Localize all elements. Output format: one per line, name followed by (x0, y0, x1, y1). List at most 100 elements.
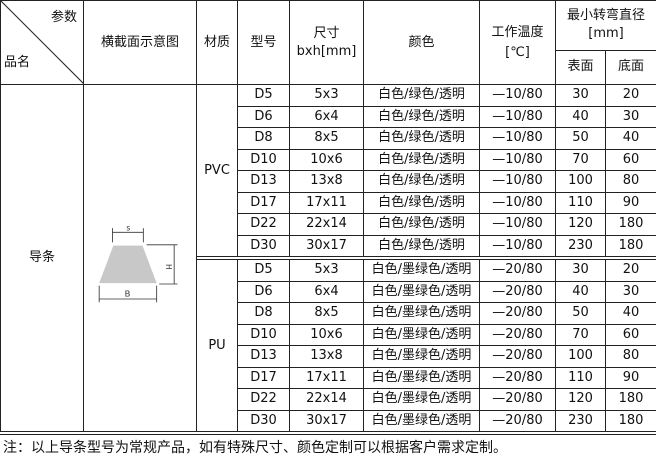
bend-surface-cell: 70 (555, 148, 606, 171)
model-header: 型号 (237, 0, 290, 85)
temp-cell: —10/80 (479, 191, 556, 214)
bend-surface-cell: 30 (555, 84, 606, 107)
bend-unit: [mm] (588, 26, 624, 42)
model-cell: D6 (237, 280, 290, 303)
model-cell: D5 (237, 259, 290, 282)
size-cell: 6x4 (289, 280, 364, 303)
bend-surface-cell: 100 (555, 170, 606, 193)
surface-header: 表面 (555, 49, 606, 86)
size-cell: 10x6 (289, 323, 364, 346)
color-cell: 白色/墨绿色/透明 (363, 259, 480, 282)
temp-cell: —20/80 (479, 259, 556, 282)
table-row: D10 10x6 白色/绿色/透明 —10/80 70 60 (1, 148, 656, 171)
size-cell: 17x11 (289, 191, 364, 214)
product-label: 品名 (4, 55, 31, 70)
cross-section-header: 横截面示意图 (83, 0, 197, 85)
size-cell: 8x5 (289, 302, 364, 325)
color-cell: 白色/绿色/透明 (363, 84, 480, 107)
size-label: 尺寸 (313, 25, 340, 41)
table-row: D17 17x11 白色/墨绿色/透明 —20/80 110 90 (1, 366, 656, 389)
bend-bottom-cell: 180 (604, 213, 656, 236)
model-cell: D22 (237, 388, 290, 411)
color-cell: 白色/绿色/透明 (363, 170, 480, 193)
bend-bottom-cell: 80 (604, 170, 656, 193)
size-cell: 13x8 (289, 345, 364, 368)
table-row: 导条 s H B PVC D5 5x3 白色/绿色/透明 —10/80 30 20 (0, 84, 656, 432)
bend-surface-cell: 230 (555, 234, 606, 257)
table-row: PU D5 5x3 白色/墨绿色/透明 —20/80 30 20 (1, 259, 656, 432)
bend-bottom-cell: 30 (604, 280, 656, 303)
bend-surface-cell: 30 (555, 259, 606, 282)
model-cell: D8 (237, 302, 290, 325)
model-cell: D6 (237, 105, 290, 128)
table-row: D6 6x4 白色/绿色/透明 —10/80 40 30 (1, 105, 656, 128)
temp-cell: —10/80 (479, 213, 556, 236)
bend-bottom-cell: 20 (604, 259, 656, 282)
bend-bottom-cell: 40 (604, 127, 656, 150)
bend-surface-cell: 40 (555, 280, 606, 303)
temp-cell: —20/80 (479, 345, 556, 368)
temp-unit: [℃] (505, 44, 530, 60)
bend-bottom-cell: 30 (604, 105, 656, 128)
color-cell: 白色/墨绿色/透明 (363, 345, 480, 368)
bend-surface-cell: 50 (555, 302, 606, 325)
model-cell: D30 (237, 234, 290, 257)
bend-label: 最小转弯直径 (567, 8, 646, 24)
size-cell: 22x14 (289, 388, 364, 411)
bend-surface-cell: 110 (555, 366, 606, 389)
size-cell: 8x5 (289, 127, 364, 150)
temp-cell: —20/80 (479, 323, 556, 346)
size-cell: 10x6 (289, 148, 364, 171)
material-cell: PVC (196, 84, 238, 257)
color-cell: 白色/墨绿色/透明 (363, 280, 480, 303)
table-row: D10 10x6 白色/墨绿色/透明 —20/80 70 60 (1, 323, 656, 346)
temp-cell: —20/80 (479, 366, 556, 389)
bend-bottom-cell: 180 (604, 388, 656, 411)
temp-cell: —10/80 (479, 105, 556, 128)
model-cell: D10 (237, 323, 290, 346)
size-cell: 17x11 (289, 366, 364, 389)
bend-bottom-cell: 60 (604, 323, 656, 346)
corner-header: 参数 品名 (0, 0, 84, 85)
temp-label: 工作温度 (491, 24, 544, 40)
model-cell: D5 (237, 84, 290, 107)
bend-header: 最小转弯直径 [mm] (554, 0, 656, 51)
bend-surface-cell: 120 (555, 388, 606, 411)
bend-surface-cell: 100 (555, 345, 606, 368)
bend-bottom-cell: 20 (604, 84, 656, 107)
cross-section-diagram: s H B (83, 84, 197, 432)
model-cell: D13 (237, 345, 290, 368)
temp-cell: —10/80 (479, 127, 556, 150)
bend-surface-cell: 50 (555, 127, 606, 150)
color-cell: 白色/绿色/透明 (363, 127, 480, 150)
spec-table: 参数 品名 横截面示意图 材质 型号 尺寸 bxh[mm] 颜色 工作温度 [℃] … (0, 0, 656, 432)
size-cell: 30x17 (289, 409, 364, 432)
bend-bottom-cell: 90 (604, 366, 656, 389)
diagonal-line (1, 1, 83, 84)
temp-cell: —20/80 (479, 409, 556, 432)
color-cell: 白色/墨绿色/透明 (363, 302, 480, 325)
model-cell: D13 (237, 170, 290, 193)
table-row: D22 22x14 白色/绿色/透明 —10/80 120 180 (1, 213, 656, 236)
color-cell: 白色/绿色/透明 (363, 191, 480, 214)
bend-surface-cell: 110 (555, 191, 606, 214)
color-cell: 白色/墨绿色/透明 (363, 409, 480, 432)
size-header: 尺寸 bxh[mm] (289, 0, 364, 85)
bottom-header: 底面 (604, 49, 656, 86)
temp-cell: —10/80 (479, 84, 556, 107)
size-cell: 6x4 (289, 105, 364, 128)
color-cell: 白色/绿色/透明 (363, 234, 480, 257)
color-header: 颜色 (363, 0, 480, 85)
model-cell: D17 (237, 366, 290, 389)
param-label: 参数 (50, 10, 77, 25)
temp-cell: —20/80 (479, 388, 556, 411)
bend-surface-cell: 40 (555, 105, 606, 128)
s-label: s (126, 223, 130, 232)
material-cell: PU (196, 259, 238, 432)
h-label: H (164, 264, 173, 270)
size-cell: 13x8 (289, 170, 364, 193)
size-cell: 30x17 (289, 234, 364, 257)
trapezoid-diagram: s H B (98, 223, 178, 302)
model-cell: D30 (237, 409, 290, 432)
temp-cell: —10/80 (479, 170, 556, 193)
